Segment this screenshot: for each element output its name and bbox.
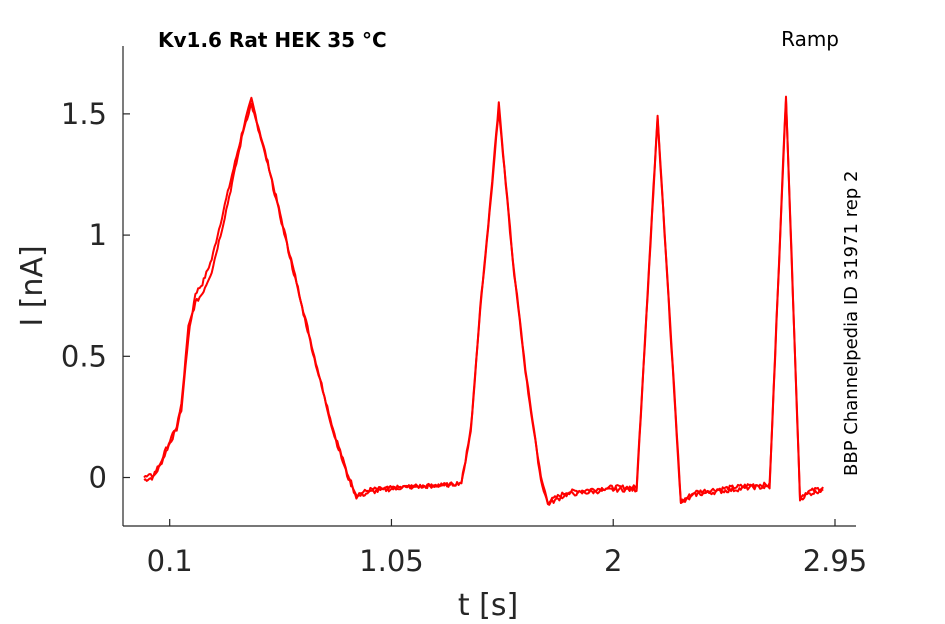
y-tick-label: 1.5 <box>61 97 107 131</box>
y-tick-label: 0 <box>89 461 107 495</box>
x-axis-label: t [s] <box>458 588 518 623</box>
trace-line-2 <box>143 99 824 506</box>
source-label: BBP Channelpedia ID 31971 rep 2 <box>841 171 862 476</box>
x-tick-label: 0.1 <box>147 544 193 578</box>
y-tick-label: 0.5 <box>61 339 107 373</box>
protocol-label: Ramp <box>781 27 839 51</box>
y-tick-label: 1 <box>89 218 107 252</box>
chart-title: Kv1.6 Rat HEK 35 °C <box>158 28 387 52</box>
axes: 0.1 1.05 2 2.95 0 0.5 1 1.5 <box>61 46 867 578</box>
x-tick-label: 1.05 <box>359 544 424 578</box>
y-axis-label: I [nA] <box>15 245 50 326</box>
traces <box>143 95 824 506</box>
x-tick-label: 2 <box>604 544 622 578</box>
x-tick-label: 2.95 <box>803 544 868 578</box>
trace-line-1 <box>143 95 824 505</box>
